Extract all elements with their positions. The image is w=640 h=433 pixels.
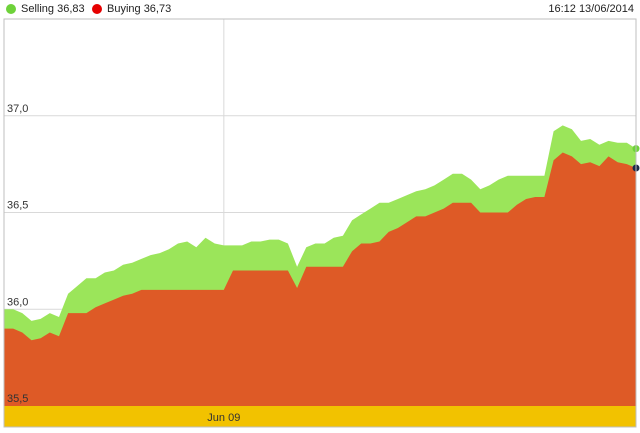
buying-area — [4, 152, 636, 406]
chart-frame — [3, 18, 637, 428]
legend: Selling 36,83 Buying 36,73 16:12 13/06/2… — [0, 0, 640, 18]
legend-selling-label: Selling 36,83 — [21, 3, 85, 15]
legend-buying-label: Buying 36,73 — [107, 3, 172, 15]
legend-item-selling[interactable]: Selling 36,83 — [6, 3, 85, 15]
y-tick-label: 36,0 — [7, 296, 28, 308]
y-tick-label: 36,5 — [7, 200, 28, 212]
x-tick-label: Jun 09 — [207, 412, 240, 424]
legend-item-buying[interactable]: Buying 36,73 — [92, 3, 171, 15]
x-axis-labels: Jun 09 — [207, 412, 240, 424]
y-axis-labels: 35,5 36,0 36,5 37,0 — [7, 103, 28, 405]
selling-dot-icon — [6, 4, 16, 14]
buying-dot-icon — [92, 4, 102, 14]
y-tick-label: 35,5 — [7, 393, 28, 405]
date-axis-band — [4, 406, 636, 427]
y-tick-label: 37,0 — [7, 103, 28, 115]
timestamp: 16:12 13/06/2014 — [548, 3, 634, 15]
